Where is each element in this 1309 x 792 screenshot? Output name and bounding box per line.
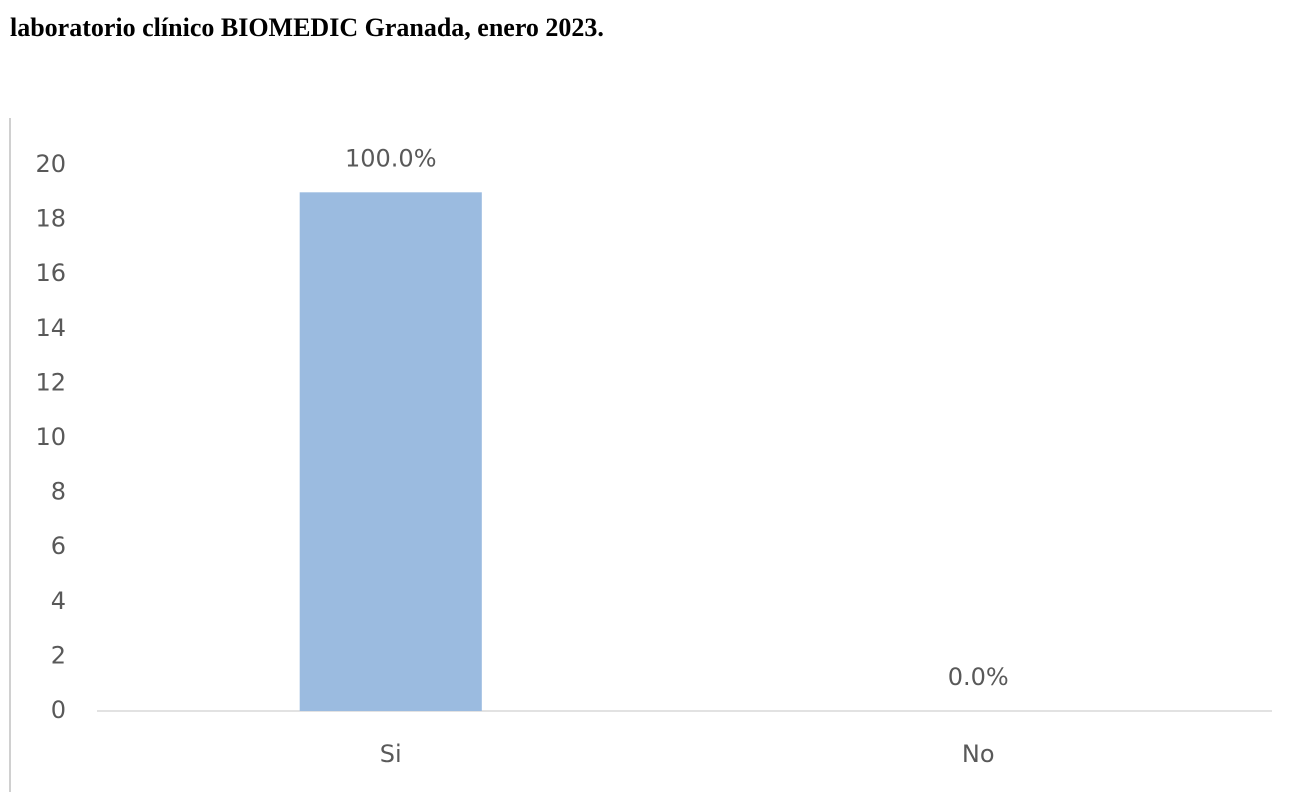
y-tick-label: 2 <box>51 641 66 669</box>
y-tick-label: 10 <box>35 423 66 451</box>
y-tick-label: 18 <box>35 205 66 233</box>
y-tick-label: 4 <box>51 587 66 615</box>
data-label: 100.0% <box>345 144 437 172</box>
data-label: 0.0% <box>948 663 1009 691</box>
y-tick-label: 20 <box>35 150 66 178</box>
bar <box>299 192 482 712</box>
x-tick-label: No <box>962 740 995 768</box>
y-tick-label: 0 <box>51 696 66 724</box>
y-tick-label: 14 <box>35 314 66 342</box>
y-tick-label: 16 <box>35 259 66 287</box>
x-tick-label: Si <box>380 740 402 768</box>
y-tick-label: 8 <box>51 478 66 506</box>
y-tick-label: 12 <box>35 368 66 396</box>
y-tick-label: 6 <box>51 532 66 560</box>
chart-title: laboratorio clínico BIOMEDIC Granada, en… <box>10 13 604 42</box>
